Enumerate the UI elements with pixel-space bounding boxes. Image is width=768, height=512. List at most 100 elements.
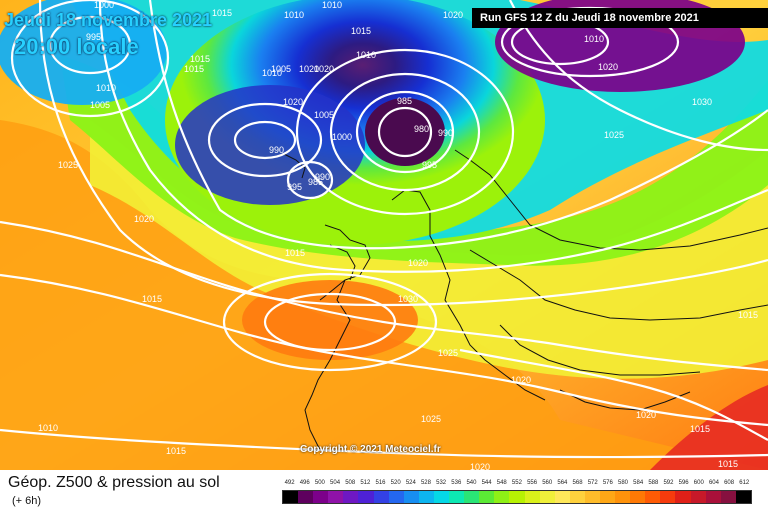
scale-color-cell xyxy=(328,491,344,503)
isobar-label: 1030 xyxy=(398,294,418,304)
low-center-deep xyxy=(365,98,445,166)
isobar-label: 1015 xyxy=(166,446,186,456)
scale-value-label: 496 xyxy=(299,480,310,486)
isobar-label: 1020 xyxy=(598,62,618,72)
scale-value-label: 592 xyxy=(663,480,674,486)
run-info-text: Run GFS 12 Z du Jeudi 18 novembre 2021 xyxy=(480,12,699,24)
isobar-label: 1010 xyxy=(322,0,342,10)
scale-value-label: 576 xyxy=(602,480,613,486)
scale-color-cell xyxy=(539,491,555,503)
isobar-label: 985 xyxy=(308,177,323,187)
scale-color-cell xyxy=(343,491,359,503)
isobar-label: 1030 xyxy=(692,97,712,107)
isobar-label: 1020 xyxy=(470,462,490,470)
isobar-label: 980 xyxy=(414,124,429,134)
scale-color-cell xyxy=(569,491,585,503)
scale-value-label: 556 xyxy=(527,480,538,486)
scale-value-label: 492 xyxy=(284,480,295,486)
isobar-label: 1010 xyxy=(38,423,58,433)
scale-value-label: 500 xyxy=(314,480,325,486)
scale-value-label: 512 xyxy=(360,480,371,486)
isobar-label: 985 xyxy=(397,96,412,106)
scale-color-cell xyxy=(388,491,404,503)
scale-value-label: 568 xyxy=(572,480,583,486)
scale-color-cell xyxy=(403,491,419,503)
run-info-bar: Run GFS 12 Z du Jeudi 18 novembre 2021 xyxy=(472,8,768,28)
isobar-label: 1000 xyxy=(332,132,352,142)
scale-color-cell xyxy=(433,491,450,503)
scale-color-cell xyxy=(720,491,736,503)
scale-color-cell xyxy=(735,491,751,503)
scale-color-cell xyxy=(615,491,631,503)
isobar-label: 990 xyxy=(269,145,284,155)
isobar-label: 1015 xyxy=(142,294,162,304)
yellow-band xyxy=(90,120,768,379)
scale-color-cell xyxy=(675,491,691,503)
scale-value-label: 580 xyxy=(618,480,629,486)
isobar-label: 1010 xyxy=(262,68,282,78)
isobar-label: 1005 xyxy=(90,100,110,110)
scale-color-cell xyxy=(358,491,374,503)
scale-value-label: 564 xyxy=(557,480,568,486)
isobar-label: 990 xyxy=(315,172,330,182)
isobar-label: 1020 xyxy=(636,410,656,420)
isobar-label: 1025 xyxy=(604,130,624,140)
scale-color-cell xyxy=(554,491,570,503)
isobar-label: 1005 xyxy=(314,110,334,120)
isobar-label: 1025 xyxy=(438,348,458,358)
copyright-text: Copyright © 2021 Meteociel.fr xyxy=(300,444,441,455)
map-local-time: 20:00 locale xyxy=(14,34,139,59)
scale-color-cell xyxy=(524,491,540,503)
isobar-label: 995 xyxy=(287,182,302,192)
secondary-low xyxy=(175,85,365,205)
pressure-map: 1015 1010 1010 1010 1015 1020 1010 995 1… xyxy=(0,0,768,470)
map-labels: 1015 1010 1010 1010 1015 1020 1010 995 1… xyxy=(38,0,758,470)
scale-value-label: 536 xyxy=(451,480,462,486)
isobar-label: 995 xyxy=(422,160,437,170)
height-scale: 492 496 500 504 508 512 516 520 524 528 532 536 540 5… xyxy=(282,478,752,506)
isobar-label: 1000 xyxy=(94,0,114,10)
isobar-label: 1015 xyxy=(690,424,710,434)
scale-color-cell xyxy=(630,491,646,503)
scale-value-label: 612 xyxy=(739,480,750,486)
scale-color-cell xyxy=(373,491,389,503)
isobar-label: 1010 xyxy=(356,50,376,60)
isobar-label: 1015 xyxy=(285,248,305,258)
isobar-label: 1020 xyxy=(134,214,154,224)
scale-value-label: 532 xyxy=(436,480,447,486)
scale-value-label: 584 xyxy=(633,480,644,486)
scale-value-label: 560 xyxy=(542,480,553,486)
isobar-label: 1010 xyxy=(284,10,304,20)
scale-value-label: 544 xyxy=(481,480,492,486)
isobar-label: 1025 xyxy=(58,160,78,170)
scale-color-cell xyxy=(509,491,525,503)
scale-value-label: 528 xyxy=(420,480,431,486)
scale-value-label: 604 xyxy=(708,480,719,486)
isobar-label: 990 xyxy=(438,128,453,138)
scale-value-label: 520 xyxy=(390,480,401,486)
scale-color-cell xyxy=(494,491,510,503)
scale-value-label: 588 xyxy=(648,480,659,486)
isobar-label: 1020 xyxy=(314,64,334,74)
isobar-label: 995 xyxy=(86,32,101,42)
scale-color-cell xyxy=(584,491,600,503)
isobar-label: 1020 xyxy=(511,375,531,385)
scale-value-label: 552 xyxy=(511,480,522,486)
isobar-label: 1020 xyxy=(408,258,428,268)
isobar-label: 1025 xyxy=(421,414,441,424)
scale-value-label: 524 xyxy=(405,480,416,486)
isobar-label: 1015 xyxy=(190,54,210,64)
scale-color-cell xyxy=(645,491,661,503)
scale-value-label: 596 xyxy=(678,480,689,486)
scale-color-cell xyxy=(283,491,299,503)
isobar-label: 1020 xyxy=(283,97,303,107)
west-warm-field xyxy=(0,120,768,470)
scale-color-cell xyxy=(705,491,721,503)
scale-color-cell xyxy=(479,491,495,503)
scale-labels: 492 496 500 504 508 512 516 520 524 528 532 536 540 5… xyxy=(282,478,752,488)
scale-value-label: 608 xyxy=(724,480,735,486)
isobar-label: 1015 xyxy=(184,64,204,74)
isobar-label: 1015 xyxy=(718,459,738,469)
isobar-label: 1015 xyxy=(212,8,232,18)
